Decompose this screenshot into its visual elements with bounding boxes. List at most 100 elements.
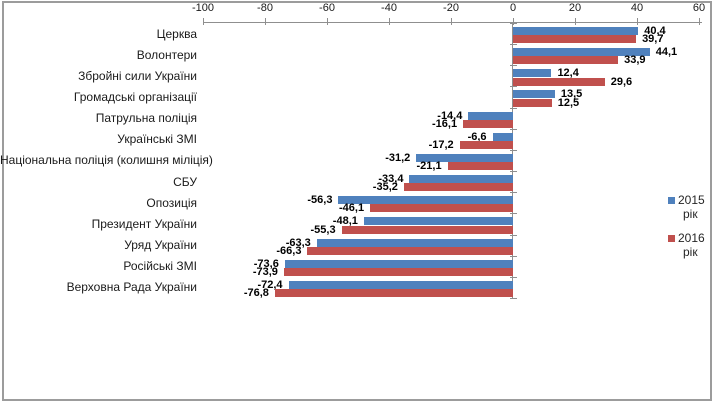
value-label-2015: -14,4 xyxy=(437,109,463,122)
category-label: Збройні сили України xyxy=(78,68,197,83)
value-label-2016: -73,9 xyxy=(252,265,278,278)
category-label: Уряд України xyxy=(124,238,197,253)
value-label-2016: 33,9 xyxy=(624,54,646,67)
legend-label-2015: 2015 рік xyxy=(678,193,705,221)
category-axis-tick xyxy=(510,192,517,194)
category-label: СБУ xyxy=(173,174,197,189)
value-label-2015: -31,2 xyxy=(385,151,411,164)
value-label-2016: -66,3 xyxy=(276,244,302,257)
bar-2016 xyxy=(283,267,513,276)
legend-swatch-2016 xyxy=(668,235,675,242)
category-axis-tick xyxy=(510,86,517,88)
value-label-2015: 40,4 xyxy=(644,25,666,37)
x-axis-tick xyxy=(575,18,576,25)
value-label-2016: 39,7 xyxy=(642,33,664,46)
legend-unit: рік xyxy=(683,207,698,221)
bar-2015 xyxy=(409,175,513,184)
category-axis-tick xyxy=(510,107,517,109)
x-axis-tick xyxy=(203,18,204,25)
category-axis-tick xyxy=(510,213,517,215)
category-label: Президент України xyxy=(91,216,197,231)
bar-2016 xyxy=(513,35,637,44)
value-label-2015: -56,3 xyxy=(307,194,333,207)
category-label: Національна поліція (колишня міліція) xyxy=(0,153,213,168)
value-label-2016: -35,2 xyxy=(372,181,398,194)
bar-2015 xyxy=(363,217,513,226)
bar-2016 xyxy=(513,56,619,65)
value-label-2016: 29,6 xyxy=(610,75,633,88)
bar-2015 xyxy=(338,196,513,205)
bar-2016 xyxy=(463,119,513,128)
bar-2015 xyxy=(284,259,513,268)
bar-2016 xyxy=(341,225,513,234)
value-label-2015: 12,4 xyxy=(557,67,579,80)
value-label-2015: -33,4 xyxy=(378,173,404,186)
legend-year: 2016 xyxy=(678,231,705,245)
legend-item-2016: 2016 рік xyxy=(668,231,705,259)
bar-2016 xyxy=(447,162,513,171)
bar-2015 xyxy=(316,238,513,247)
x-axis-tick-label: -80 xyxy=(257,2,273,14)
x-axis-tick xyxy=(451,18,452,25)
value-label-2016: -17,2 xyxy=(428,138,454,151)
category-label: Громадські організації xyxy=(73,90,197,105)
x-axis-tick-label: 0 xyxy=(509,2,517,14)
value-label-2015: -6,6 xyxy=(467,130,487,143)
category-axis-tick xyxy=(510,276,517,278)
category-axis-tick xyxy=(510,149,517,151)
chart-legend: 2015 рік 2016 рік xyxy=(668,193,705,269)
category-axis-tick xyxy=(510,234,517,236)
x-axis-tick xyxy=(513,18,514,25)
value-label-2016: -21,1 xyxy=(416,160,442,173)
bar-2016 xyxy=(513,98,552,107)
category-label: Українські ЗМІ xyxy=(117,132,197,147)
bar-2015 xyxy=(416,153,513,162)
x-axis-tick-label: 40 xyxy=(630,2,644,14)
value-label-2015: -63,3 xyxy=(285,236,311,249)
bar-2016 xyxy=(370,204,513,213)
category-label: Верховна Рада України xyxy=(66,280,197,295)
x-axis-tick xyxy=(327,18,328,25)
value-label-2015: 13,5 xyxy=(560,88,583,101)
category-label: Російські ЗМІ xyxy=(123,259,197,274)
category-axis-tick xyxy=(510,44,517,46)
x-axis-tick-label: -100 xyxy=(191,2,215,14)
bar-2015 xyxy=(513,69,552,78)
category-axis-tick xyxy=(510,255,517,257)
category-axis-tick xyxy=(510,23,517,24)
category-label: Патрульна поліція xyxy=(95,111,197,126)
value-label-2015: 44,1 xyxy=(655,46,678,59)
x-axis-tick xyxy=(637,18,638,25)
x-axis-tick-label: -20 xyxy=(443,2,459,14)
category-axis-tick xyxy=(510,171,517,173)
x-axis-tick-label: 60 xyxy=(692,2,706,14)
legend-swatch-2015 xyxy=(668,197,675,204)
category-axis-tick xyxy=(510,128,517,130)
bar-2015 xyxy=(492,132,513,141)
bar-2015 xyxy=(513,27,639,35)
bar-2015 xyxy=(288,280,513,289)
value-label-2016: -76,8 xyxy=(243,287,269,299)
legend-label-2016: 2016 рік xyxy=(678,231,705,259)
value-label-2015: -73,6 xyxy=(253,257,279,270)
legend-unit: рік xyxy=(683,245,698,259)
x-axis-tick xyxy=(265,18,266,25)
category-axis-tick xyxy=(510,297,517,299)
category-axis-tick xyxy=(510,65,517,67)
x-axis-tick-label: -60 xyxy=(319,2,335,14)
bar-2016 xyxy=(274,289,513,297)
x-axis-tick-label: -40 xyxy=(381,2,397,14)
x-axis-tick-label: 20 xyxy=(568,2,582,14)
value-label-2016: -46,1 xyxy=(339,202,365,215)
value-label-2015: -48,1 xyxy=(332,215,358,228)
bar-2015 xyxy=(468,111,513,120)
x-axis-line xyxy=(203,22,702,23)
legend-item-2015: 2015 рік xyxy=(668,193,705,221)
bar-2016 xyxy=(459,140,513,149)
legend-year: 2015 xyxy=(678,193,705,207)
x-axis-tick xyxy=(699,18,700,25)
bar-2016 xyxy=(403,183,513,192)
value-label-2016: 12,5 xyxy=(557,96,580,109)
category-label: Опозиція xyxy=(146,195,197,210)
